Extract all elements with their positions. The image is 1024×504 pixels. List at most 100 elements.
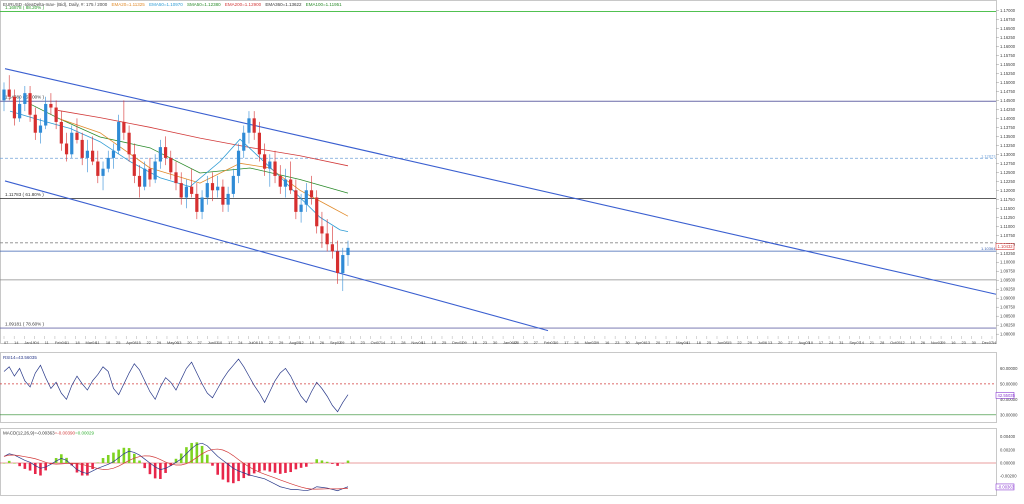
candle-body[interactable] <box>111 150 116 158</box>
candle-body[interactable] <box>91 150 95 162</box>
macd-histogram-bar <box>138 460 141 463</box>
candle-body[interactable] <box>169 157 173 173</box>
candle-body[interactable] <box>153 161 157 180</box>
candle-body[interactable] <box>231 175 235 194</box>
date-tick-label: 18 <box>75 340 79 345</box>
candle-body[interactable] <box>2 89 6 101</box>
price-tick-label: 1.14000 <box>1000 116 1016 121</box>
date-tick-label: 29 <box>157 340 161 345</box>
candle-body[interactable] <box>163 147 168 158</box>
date-tick-label: 23 <box>615 340 619 345</box>
candle-body[interactable] <box>101 168 105 176</box>
macd-histogram-bar <box>86 463 89 476</box>
candle-body[interactable] <box>200 197 204 212</box>
macd-histogram-bar <box>143 463 147 469</box>
candle-body[interactable] <box>309 190 314 198</box>
candle-body[interactable] <box>158 147 162 162</box>
date-tick-label: 13 <box>646 340 650 345</box>
price-tick-label: 1.15500 <box>1000 62 1016 67</box>
date-tick-label: Oct05 <box>890 340 900 345</box>
macd-line <box>3 442 349 492</box>
date-tick-label: 30 <box>625 340 630 345</box>
candle-body[interactable] <box>226 193 230 205</box>
candle-body[interactable] <box>247 118 251 133</box>
macd-histogram-bar <box>278 463 282 474</box>
macd-histogram-bar <box>70 463 74 466</box>
candle-body[interactable] <box>44 103 48 126</box>
candle-body[interactable] <box>341 255 345 274</box>
candle-body[interactable] <box>70 132 74 155</box>
candle-body[interactable] <box>320 226 324 234</box>
candle-body[interactable] <box>346 247 350 256</box>
candle-body[interactable] <box>28 93 32 115</box>
candle-body[interactable] <box>184 186 189 198</box>
candle-body[interactable] <box>216 186 220 191</box>
candle-body[interactable] <box>289 179 293 191</box>
macd-histogram-bar <box>305 463 308 467</box>
candle-body[interactable] <box>273 161 277 176</box>
macd-histogram-bar <box>263 463 266 471</box>
macd-histogram-bar <box>216 463 219 475</box>
candle-body[interactable] <box>210 183 215 191</box>
candle-body[interactable] <box>137 175 142 187</box>
candle-body[interactable] <box>80 139 84 158</box>
candle-body[interactable] <box>64 143 69 155</box>
candle-body[interactable] <box>195 193 199 212</box>
candle-body[interactable] <box>33 114 37 133</box>
candle-body[interactable] <box>23 93 27 104</box>
macd-histogram-bar <box>211 463 214 466</box>
candle-body[interactable] <box>335 251 340 274</box>
candle-body[interactable] <box>221 186 225 205</box>
price-pane[interactable] <box>0 0 997 344</box>
candle-body[interactable] <box>304 190 308 205</box>
candle-body[interactable] <box>268 161 272 169</box>
candle-body[interactable] <box>294 190 298 212</box>
candle-body[interactable] <box>315 197 319 227</box>
candle-body[interactable] <box>12 96 17 119</box>
trend-channel-line[interactable] <box>4 68 997 295</box>
candle-body[interactable] <box>174 172 178 184</box>
macd-histogram-bar <box>346 460 350 463</box>
candle-body[interactable] <box>263 154 267 169</box>
candle-body[interactable] <box>143 168 147 187</box>
candle-body[interactable] <box>148 168 152 180</box>
candle-body[interactable] <box>106 157 110 169</box>
trend-channel-line[interactable] <box>4 180 549 332</box>
candle-body[interactable] <box>325 233 329 245</box>
candle-body[interactable] <box>132 154 136 176</box>
candle-body[interactable] <box>96 161 100 176</box>
date-tick-label: 16 <box>605 340 609 345</box>
candle-body[interactable] <box>242 132 246 151</box>
date-tick-label: 18 <box>432 340 436 345</box>
candle-body[interactable] <box>59 121 63 144</box>
candle-body[interactable] <box>252 118 256 133</box>
candle-body[interactable] <box>283 179 288 187</box>
candle-body[interactable] <box>7 89 11 97</box>
candle-body[interactable] <box>330 244 334 252</box>
candle-body[interactable] <box>38 125 43 133</box>
price-tick-label: 1.16000 <box>1000 44 1016 49</box>
rsi-line <box>3 358 349 413</box>
macd-pane[interactable] <box>0 428 997 496</box>
rsi-pane[interactable] <box>0 352 997 423</box>
candle-body[interactable] <box>127 132 131 155</box>
candle-body[interactable] <box>278 175 282 187</box>
candle-body[interactable] <box>85 150 89 158</box>
candle-body[interactable] <box>236 150 241 176</box>
candle-body[interactable] <box>49 103 53 108</box>
candle-body[interactable] <box>205 183 209 198</box>
candle-body[interactable] <box>122 121 126 133</box>
candle-body[interactable] <box>54 107 58 122</box>
candle-body[interactable] <box>117 121 121 151</box>
date-tick-label: May06 <box>167 340 179 345</box>
candle-body[interactable] <box>299 204 303 212</box>
macd-histogram-bar <box>190 442 193 463</box>
candle-body[interactable] <box>190 186 194 194</box>
price-tick-label: 1.13000 <box>1000 152 1016 157</box>
candle-body[interactable] <box>75 132 79 140</box>
macd-histogram-bar <box>247 463 251 476</box>
candle-body[interactable] <box>18 103 22 119</box>
candle-body[interactable] <box>179 183 183 198</box>
candle-body[interactable] <box>257 132 261 155</box>
